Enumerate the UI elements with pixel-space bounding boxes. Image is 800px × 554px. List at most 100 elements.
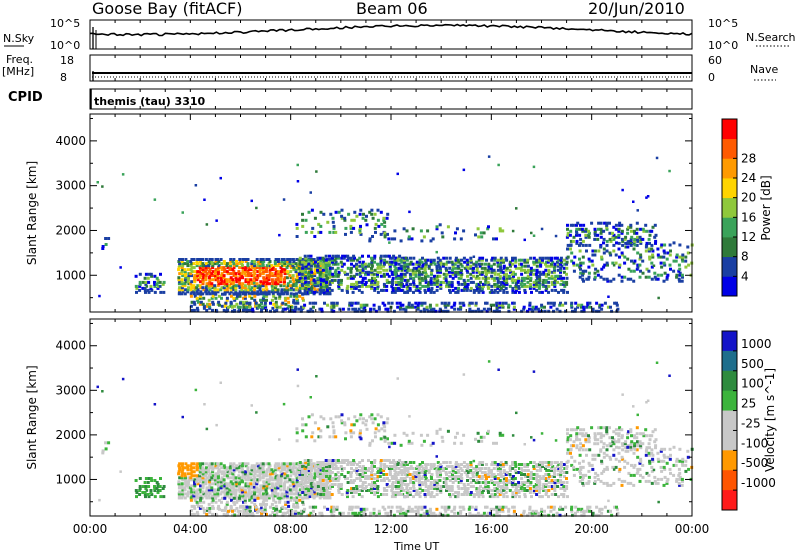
scatter-cell — [454, 491, 458, 494]
scatter-cell — [247, 512, 251, 516]
scatter-cell — [544, 483, 548, 486]
scatter-cell — [439, 473, 442, 476]
scatter-cell — [303, 459, 307, 462]
scatter-cell — [340, 214, 344, 218]
scatter-cell — [520, 483, 524, 486]
scatter-cell — [204, 266, 208, 270]
scatter-cell — [409, 274, 413, 278]
scatter-cell — [599, 243, 603, 247]
scatter-cell — [385, 493, 389, 496]
scatter-cell — [259, 488, 262, 492]
scatter-cell — [219, 482, 223, 486]
scatter-cell — [550, 469, 553, 472]
scatter-cell — [514, 266, 518, 270]
scatter-cell — [253, 490, 257, 494]
scatter-cell — [535, 274, 539, 278]
scatter-cell — [311, 509, 315, 513]
scatter-cell — [418, 465, 422, 468]
scatter-cell — [232, 270, 236, 274]
scatter-cell — [187, 480, 190, 484]
scatter-cell — [424, 467, 428, 470]
scatter-cell — [244, 280, 248, 284]
scatter-cell — [278, 292, 282, 296]
scatter-cell — [650, 277, 654, 281]
scatter-cell — [205, 288, 209, 292]
scatter-cell — [246, 474, 250, 478]
scatter-cell — [538, 256, 542, 260]
scatter-cell — [180, 474, 184, 478]
scatter-cell — [295, 264, 299, 268]
scatter-cell — [376, 477, 379, 480]
scatter-cell — [195, 494, 199, 498]
scatter-cell — [177, 492, 181, 496]
scatter-cell — [499, 266, 503, 270]
scatter-cell — [435, 264, 439, 268]
scatter-cell — [524, 270, 527, 274]
scatter-cell — [181, 466, 185, 470]
scatter-cell — [420, 481, 424, 484]
scatter-cell — [477, 282, 481, 286]
scatter-cell — [159, 272, 162, 276]
scatter-cell — [566, 290, 569, 294]
scatter-cell — [383, 231, 387, 235]
scatter-cell — [193, 274, 197, 278]
scatter-cell — [276, 278, 280, 282]
scatter-cell — [369, 511, 373, 515]
scatter-cell — [588, 305, 592, 309]
scatter-cell — [390, 284, 394, 288]
scatter-cell — [223, 284, 227, 288]
scatter-cell — [362, 417, 365, 421]
scatter-cell — [499, 268, 503, 272]
scatter-cell — [514, 495, 517, 499]
scatter-cell — [280, 262, 284, 266]
scatter-cell — [234, 276, 238, 280]
scatter-cell — [181, 462, 184, 466]
scatter-cell — [242, 500, 245, 504]
scatter-cell — [181, 478, 185, 482]
scatter-cell — [211, 308, 214, 312]
scatter-cell — [653, 223, 657, 227]
scatter-cell — [544, 256, 548, 260]
scatter-cell — [241, 480, 244, 484]
scatter-cell — [211, 504, 215, 508]
scatter-cell — [238, 498, 242, 502]
scatter-cell — [229, 276, 233, 280]
scatter-cell — [304, 435, 308, 439]
scatter-cell — [603, 221, 607, 225]
scatter-cell — [230, 294, 233, 298]
scatter-cell — [467, 303, 471, 307]
scatter-cell — [370, 417, 374, 421]
scatter-cell — [408, 268, 412, 272]
scatter-cell — [626, 257, 630, 261]
scatter-cell — [361, 268, 365, 272]
scatter-cell — [469, 465, 473, 468]
scatter-cell — [243, 500, 247, 504]
scatter-cell — [559, 268, 563, 272]
scatter-cell — [156, 280, 160, 284]
scatter-cell — [411, 227, 415, 231]
scatter-cell — [659, 255, 663, 259]
scatter-cell — [594, 309, 598, 313]
scatter-cell — [253, 488, 257, 492]
scatter-cell — [469, 260, 473, 264]
scatter-cell — [326, 507, 330, 511]
scatter-cell — [187, 282, 191, 286]
scatter-cell — [213, 494, 217, 498]
scatter-cell — [618, 221, 622, 225]
scatter-cell — [190, 280, 194, 284]
scatter-cell — [258, 468, 262, 472]
scatter-cell — [501, 229, 505, 233]
scatter-cell — [394, 276, 398, 280]
scatter-cell — [336, 262, 340, 266]
scatter-cell — [321, 487, 325, 490]
scatter-cell — [596, 269, 600, 273]
scatter-cell — [283, 492, 287, 496]
scatter-cell — [289, 474, 293, 478]
scatter-cell — [399, 274, 403, 278]
scatter-cell — [479, 280, 482, 284]
scatter-cell — [187, 476, 191, 480]
scatter-cell — [198, 470, 202, 474]
scatter-cell — [216, 474, 220, 478]
scatter-cell — [340, 208, 344, 212]
scatter-cell — [346, 489, 350, 492]
